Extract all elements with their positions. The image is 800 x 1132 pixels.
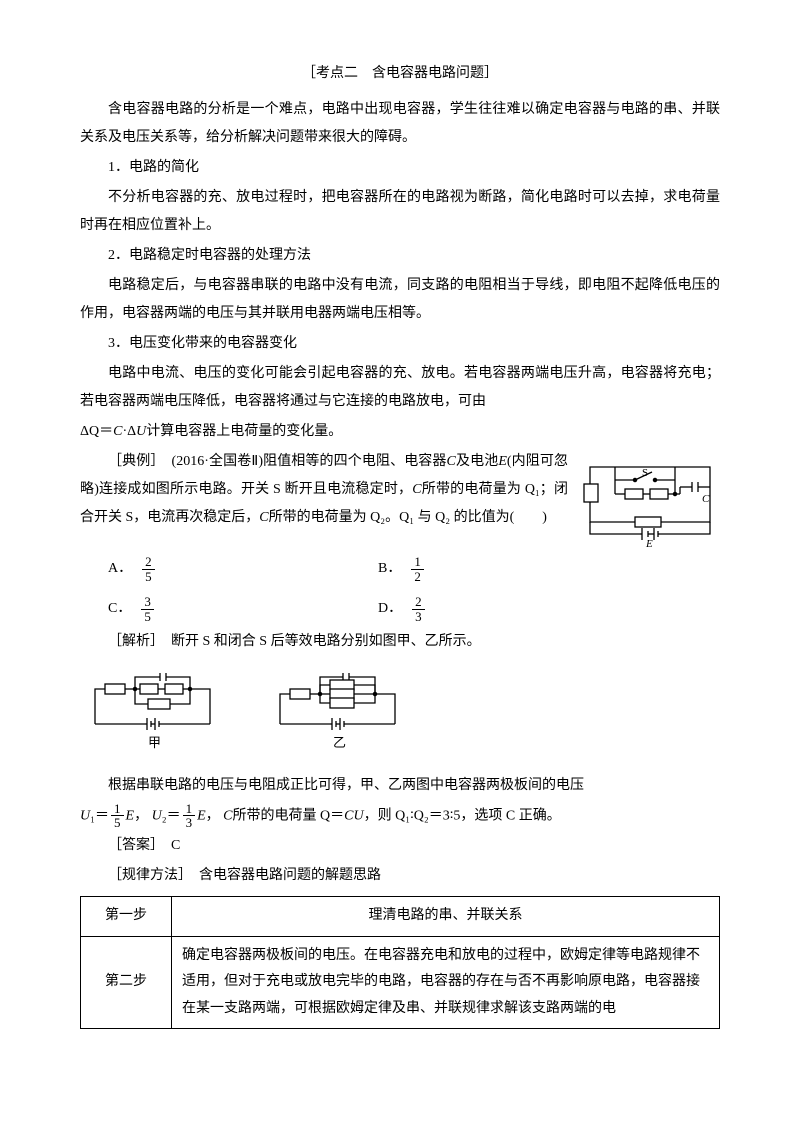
stem-cont4: 所带的电荷量为 Q₂。Q₁ 与 Q₂ 的比值为( ) [269, 510, 547, 525]
var-CU-U: U [353, 808, 363, 823]
frac-den: 5 [142, 570, 155, 584]
option-B-label: B． [378, 555, 401, 583]
svg-text:C: C [702, 493, 710, 505]
option-A-frac: 2 5 [142, 555, 155, 583]
option-A-label: A． [108, 555, 132, 583]
formula-line: ΔQ＝C·ΔU计算电容器上电荷量的变化量。 [80, 418, 720, 446]
answer-line: ［答案］ C [80, 832, 720, 860]
option-C: C． 3 5 [108, 595, 378, 623]
var-C-conc: C [223, 808, 232, 823]
table-row: 第一步 理清电路的串、并联关系 [81, 896, 720, 936]
analysis-label: ［解析］ 断开 S 和闭合 S 后等效电路分别如图甲、乙所示。 [80, 628, 720, 656]
conclusion-line1: 根据串联电路的电压与电阻成正比可得，甲、乙两图中电容器两极板间的电压 [80, 772, 720, 800]
var-U2: U [152, 808, 162, 823]
comma2: ， [206, 808, 220, 823]
step2-content: 确定电容器两极板间的电压。在电容器充电和放电的过程中，欧姆定律等电路规律不适用，… [172, 936, 720, 1029]
equivalent-circuits: 甲 [80, 664, 720, 764]
frac-num: 1 [111, 802, 124, 817]
paragraph-3: 电路稳定后，与电容器串联的电路中没有电流，同支路的电阻相当于导线，即电阻不起降低… [80, 272, 720, 328]
step1-label: 第一步 [81, 896, 172, 936]
frac-den: 3 [412, 610, 425, 624]
frac-num: 1 [411, 555, 424, 570]
frac-num: 2 [412, 595, 425, 610]
option-B-frac: 1 2 [411, 555, 424, 583]
sub2: ₂＝ [162, 808, 181, 823]
frac-num: 3 [141, 595, 154, 610]
delta-q: ΔQ＝ [80, 424, 113, 439]
option-D-label: D． [378, 595, 402, 623]
var-U1: U [80, 808, 90, 823]
comma1: ， [134, 808, 148, 823]
conc-end: ，则 Q₁∶Q₂＝3∶5，选项 C 正确。 [364, 808, 561, 823]
option-B: B． 1 2 [378, 555, 578, 583]
heading-2: 2．电路稳定时电容器的处理方法 [80, 242, 720, 270]
var-C3-stem: C [259, 510, 268, 525]
frac-den: 3 [183, 816, 196, 830]
heading-1: 1．电路的简化 [80, 154, 720, 182]
sub1: ₁＝ [90, 808, 109, 823]
method-label: ［规律方法］ 含电容器电路问题的解题思路 [80, 862, 720, 890]
section-title: ［考点二 含电容器电路问题］ [80, 60, 720, 88]
paragraph-4a: 电路中电流、电压的变化可能会引起电容器的充、放电。若电容器两端电压升高，电容器将… [80, 360, 720, 416]
var-C-stem: C [447, 454, 456, 469]
options-block: A． 2 5 C． 3 5 B． 1 2 [108, 555, 720, 624]
heading-3: 3．电压变化带来的电容器变化 [80, 330, 720, 358]
label-jia: 甲 [148, 735, 161, 750]
frac-num: 2 [142, 555, 155, 570]
var-C2-stem: C [412, 482, 421, 497]
option-A: A． 2 5 [108, 555, 378, 583]
step1-content: 理清电路的串、并联关系 [172, 896, 720, 936]
conclusion-line2: U₁＝15E， U₂＝13E， C所带的电荷量 Q＝CU，则 Q₁∶Q₂＝3∶5… [80, 802, 720, 830]
option-D: D． 2 3 [378, 595, 578, 623]
option-C-label: C． [108, 595, 131, 623]
frac-den: 2 [411, 570, 424, 584]
label-yi: 乙 [333, 735, 346, 750]
option-D-frac: 2 3 [412, 595, 425, 623]
step2-label: 第二步 [81, 936, 172, 1029]
paragraph-2: 不分析电容器的充、放电过程时，把电容器所在的电路视为断路，简化电路时可以去掉，求… [80, 184, 720, 240]
frac-1-3: 13 [183, 802, 196, 830]
var-E-stem: E [498, 454, 507, 469]
var-E2: E [197, 808, 206, 823]
circuit-diagram: S C [580, 452, 720, 547]
var-E1: E [126, 808, 135, 823]
formula-tail: 计算电容器上电荷量的变化量。 [146, 424, 342, 439]
frac-1-5: 15 [111, 802, 124, 830]
method-table: 第一步 理清电路的串、并联关系 第二步 确定电容器两极板间的电压。在电容器充电和… [80, 896, 720, 1029]
svg-text:S: S [642, 467, 648, 479]
example-label: ［典例］ (2016·全国卷Ⅱ)阻值相等的四个电阻、电容器 [108, 454, 447, 469]
frac-num: 1 [183, 802, 196, 817]
conc-rest: 所带的电荷量 Q＝ [233, 808, 345, 823]
var-U: U [136, 424, 146, 439]
svg-text:E: E [645, 538, 653, 547]
frac-den: 5 [141, 610, 154, 624]
intro-paragraph: 含电容器电路的分析是一个难点，电路中出现电容器，学生往往难以确定电容器与电路的串… [80, 96, 720, 152]
option-C-frac: 3 5 [141, 595, 154, 623]
table-row: 第二步 确定电容器两极板间的电压。在电容器充电和放电的过程中，欧姆定律等电路规律… [81, 936, 720, 1029]
frac-den: 5 [111, 816, 124, 830]
dot: ·Δ [122, 424, 136, 439]
stem-cont1: 及电池 [456, 454, 498, 469]
